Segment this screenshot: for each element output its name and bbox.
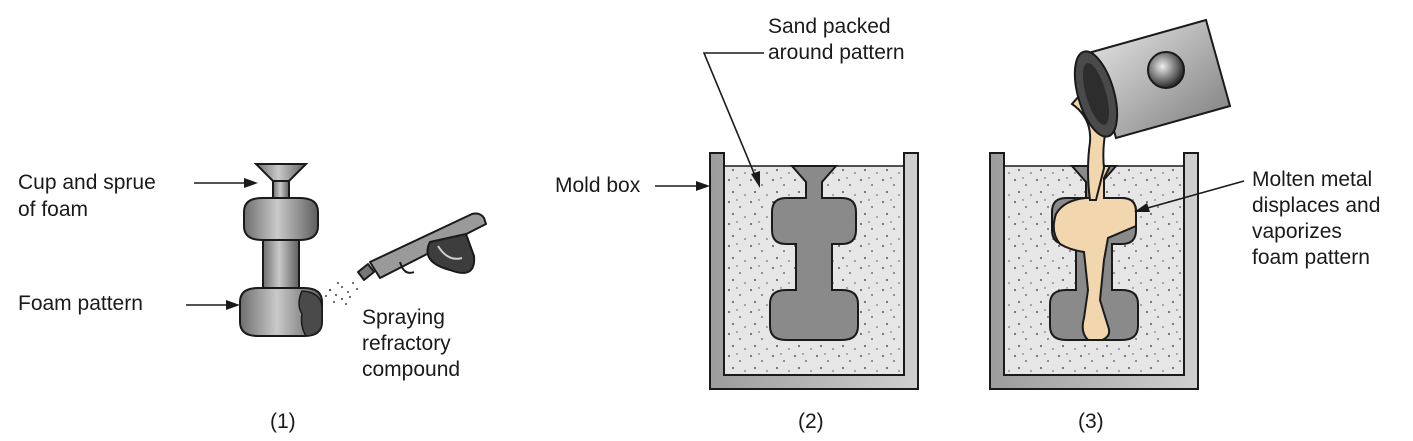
label-mold-box: Mold box (555, 174, 641, 197)
step-3-label: (3) (1078, 410, 1104, 433)
leader-metal (1134, 180, 1245, 212)
foam-sprue (272, 180, 290, 200)
label-metal-line1: Molten metal (1252, 168, 1373, 191)
label-foam-pattern: Foam pattern (18, 292, 143, 315)
leader-pattern (186, 300, 240, 310)
label-metal-line4: foam pattern (1252, 246, 1370, 269)
step-2-label: (2) (798, 410, 824, 433)
spray-mist (325, 282, 358, 305)
spray-gun-icon (357, 212, 487, 281)
panel-3 (989, 18, 1245, 390)
foam-cup (253, 163, 309, 183)
label-spray-line2: refractory (362, 332, 451, 355)
leader-cup (194, 178, 258, 188)
label-metal-line3: vaporizes (1252, 220, 1342, 243)
panel-1 (186, 163, 487, 337)
ladle-knob (1147, 51, 1185, 89)
refractory-coating (298, 290, 323, 337)
panel-2 (655, 52, 919, 390)
label-sand-line1: Sand packed (768, 15, 891, 38)
label-spray-line1: Spraying (362, 306, 445, 329)
buried-pattern (769, 165, 859, 341)
label-cup-line1: Cup and sprue (18, 171, 156, 194)
label-spray-line3: compound (362, 358, 461, 381)
ladle-icon (1073, 18, 1232, 140)
mold-box (709, 152, 919, 390)
label-sand-line2: around pattern (768, 41, 905, 64)
label-metal-line2: displaces and (1252, 194, 1381, 217)
leader-sand (702, 52, 764, 188)
mold-box-3 (989, 152, 1199, 390)
step-1-label: (1) (270, 410, 296, 433)
label-cup-line2: of foam (18, 198, 89, 221)
leader-box (655, 181, 710, 191)
foam-upper-bulb (243, 197, 319, 241)
foam-stem (262, 239, 300, 291)
